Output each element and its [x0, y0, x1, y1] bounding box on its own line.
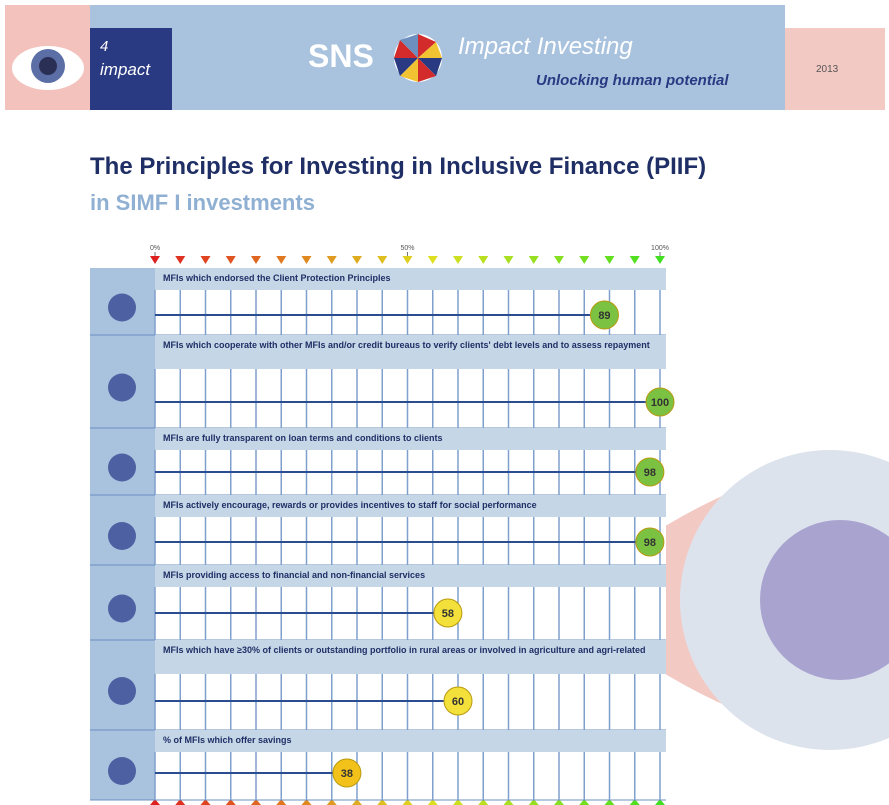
marker-triangle: [478, 799, 489, 805]
tagline: Unlocking human potential: [536, 72, 729, 89]
category-label: MFIs providing access to financial and n…: [163, 570, 426, 580]
category-label: MFIs which have ≥30% of clients or outst…: [163, 645, 646, 655]
value-badge: [635, 527, 665, 557]
marker-triangle: [655, 256, 665, 264]
marker-triangle: [402, 256, 413, 264]
brand: SNS: [308, 38, 374, 74]
brand-subtitle: Impact Investing: [458, 33, 633, 60]
header-box: [90, 28, 172, 110]
value-badge: [433, 598, 463, 628]
row-grid-area: [155, 290, 666, 335]
marker-triangle: [402, 799, 413, 805]
marker-triangle: [377, 256, 388, 264]
value-badge: [635, 457, 665, 487]
marker-triangle: [528, 799, 539, 805]
row-header: [155, 495, 666, 517]
marker-triangle: [377, 799, 388, 805]
marker-triangle: [326, 256, 337, 264]
marker-triangle: [503, 256, 514, 264]
marker-triangle: [554, 256, 564, 264]
x-tick-label: 0%: [150, 245, 160, 252]
marker-triangle: [276, 799, 287, 805]
value-label: 89: [598, 310, 610, 322]
header-right: [785, 28, 885, 110]
value-badge: [645, 387, 675, 417]
sns-logo-mark: [394, 34, 442, 82]
value-label: 98: [644, 467, 656, 479]
chart-title: The Principles for Investing in Inclusiv…: [90, 153, 707, 180]
row-header: [155, 565, 666, 587]
row-grid-area: [155, 752, 666, 800]
marker-triangle: [453, 256, 463, 264]
category-label: MFIs which endorsed the Client Protectio…: [163, 273, 391, 283]
logo-word: impact: [100, 60, 151, 79]
marker-triangle: [554, 799, 564, 805]
row-header: [155, 268, 666, 290]
category-label: MFIs actively encourage, rewards or prov…: [163, 500, 537, 510]
marker-triangle: [604, 256, 615, 264]
value-label: 58: [442, 608, 454, 620]
marker-triangle: [175, 799, 186, 805]
category-label: MFIs which cooperate with other MFIs and…: [163, 340, 650, 350]
value-label: 60: [452, 696, 464, 708]
marker-triangle: [276, 256, 287, 264]
row-icon: [108, 373, 136, 402]
marker-triangle: [503, 799, 514, 805]
marker-triangle: [604, 799, 615, 805]
row-icon: [108, 453, 136, 482]
row-icon: [108, 757, 136, 785]
row-icon: [108, 594, 136, 623]
marker-triangle: [427, 256, 438, 264]
row-grid-area: [155, 369, 666, 428]
value-label: 38: [341, 768, 353, 780]
category-label: MFIs are fully transparent on loan terms…: [163, 433, 443, 443]
logo-pupil: [39, 57, 57, 75]
chart-subtitle: in SIMF I investments: [90, 190, 315, 215]
marker-triangle: [225, 256, 236, 264]
marker-triangle: [326, 799, 337, 805]
row-icon: [108, 293, 136, 322]
row-icon: [108, 677, 136, 705]
value-badge: [589, 300, 619, 330]
marker-triangle: [453, 799, 463, 805]
marker-triangle: [251, 256, 261, 264]
marker-triangle: [301, 799, 312, 805]
eye-iris: [760, 520, 889, 680]
marker-triangle: [629, 799, 640, 805]
marker-triangle: [150, 256, 160, 264]
marker-triangle: [200, 256, 211, 264]
marker-triangle: [579, 799, 590, 805]
marker-triangle: [427, 799, 438, 805]
value-badge: [332, 758, 362, 788]
category-label: % of MFIs which offer savings: [163, 735, 292, 745]
row-icon: [108, 522, 136, 550]
row-header: [155, 640, 666, 674]
x-tick-label: 100%: [651, 245, 669, 252]
marker-triangle: [528, 256, 539, 264]
marker-triangle: [225, 799, 236, 805]
marker-triangle: [579, 256, 590, 264]
marker-triangle: [251, 799, 261, 805]
row-header: [155, 335, 666, 369]
row-header: [155, 730, 666, 752]
value-badge: [443, 686, 473, 716]
marker-triangle: [655, 799, 665, 805]
logo-number: 4: [100, 38, 109, 55]
marker-triangle: [478, 256, 489, 264]
marker-triangle: [175, 256, 186, 264]
marker-triangle: [150, 799, 160, 805]
marker-triangle: [352, 799, 362, 805]
value-label: 98: [644, 537, 656, 549]
marker-triangle: [301, 256, 312, 264]
marker-triangle: [200, 799, 211, 805]
value-label: 100: [651, 397, 669, 409]
x-tick-label: 50%: [400, 245, 414, 252]
marker-triangle: [629, 256, 640, 264]
marker-triangle: [352, 256, 362, 264]
row-header: [155, 428, 666, 450]
year: 2013: [816, 64, 839, 75]
